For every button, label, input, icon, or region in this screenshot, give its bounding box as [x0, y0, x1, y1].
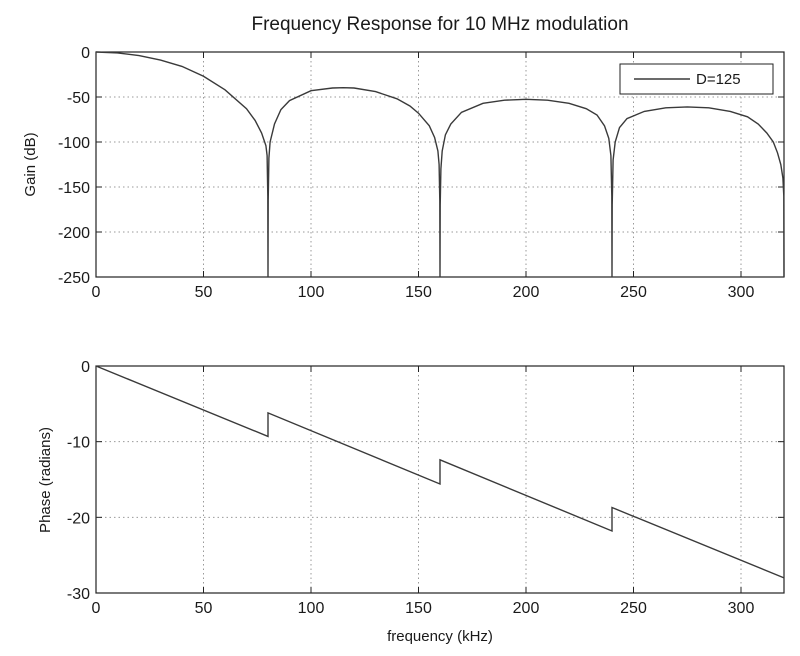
top-chart-title: Frequency Response for 10 MHz modulation	[251, 14, 628, 35]
y-tick-label: 0	[81, 359, 90, 376]
gain-y-tick-labels: 0 -50 -100 -150 -200 -250	[58, 45, 90, 287]
x-tick-label: 50	[195, 284, 213, 301]
gain-plot: 0 50 100 150 200 250 300 0-50-100-150-200-250 …	[22, 45, 785, 301]
y-tick-label: -100	[58, 135, 90, 152]
phase-x-axis-label: frequency (kHz)	[387, 628, 493, 645]
x-tick-label: 300	[728, 600, 755, 617]
y-tick-label: -250	[58, 270, 90, 287]
legend-entry-d125: D=125	[696, 71, 741, 88]
phase-y-axis-label: Phase (radians)	[37, 427, 54, 533]
legend: D=125	[619, 63, 774, 95]
y-tick-label: -50	[67, 90, 90, 107]
phase-x-tick-labels: 0 50 100 150 200 250 300	[92, 600, 755, 617]
gain-y-axis-label: Gain (dB)	[22, 132, 39, 196]
phase-y-tick-labels: 0 -10 -20 -30	[67, 359, 90, 603]
y-tick-label: -10	[67, 435, 90, 452]
y-tick-label: -200	[58, 225, 90, 242]
x-tick-label: 0	[92, 284, 101, 301]
y-tick-label: 0	[81, 45, 90, 62]
gain-x-tick-labels: 0 50 100 150 200 250 300	[92, 284, 755, 301]
x-tick-label: 300	[728, 284, 755, 301]
gain-curve	[95, 51, 785, 278]
phase-ticks	[95, 365, 784, 594]
gain-series	[95, 51, 785, 278]
phase-series	[95, 365, 785, 579]
x-tick-label: 50	[195, 600, 213, 617]
x-tick-label: 250	[620, 284, 647, 301]
phase-grid	[96, 366, 784, 593]
x-tick-label: 100	[298, 600, 325, 617]
phase-plot: 0 50 100 150 200 250 300 0 -10 -20 -30 Phase (rad…	[37, 359, 785, 645]
y-tick-label: -30	[67, 586, 90, 603]
y-tick-label: -150	[58, 180, 90, 197]
x-tick-label: 100	[298, 284, 325, 301]
legend-box	[619, 63, 774, 95]
x-tick-label: 150	[405, 600, 432, 617]
y-tick-label: -20	[67, 510, 90, 527]
x-tick-label: 0	[92, 600, 101, 617]
x-tick-label: 250	[620, 600, 647, 617]
x-tick-label: 200	[513, 284, 540, 301]
phase-curve	[95, 365, 785, 579]
x-tick-label: 150	[405, 284, 432, 301]
x-tick-label: 200	[513, 600, 540, 617]
